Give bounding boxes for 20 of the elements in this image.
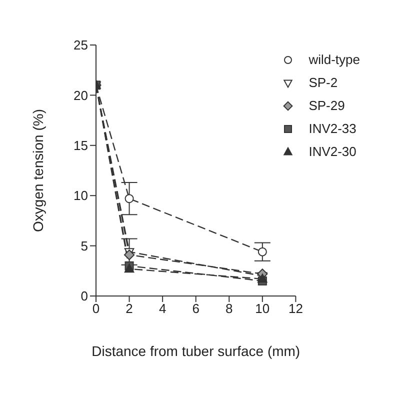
y-tick-label: 25 xyxy=(74,38,88,53)
y-tick-label: 5 xyxy=(80,238,88,254)
y-tick-label: 15 xyxy=(74,138,88,154)
x-axis-title: Distance from tuber surface (mm) xyxy=(92,343,300,359)
x-tick-label: 4 xyxy=(158,301,166,316)
y-tick-label: 10 xyxy=(74,188,88,204)
legend-label: INV2-30 xyxy=(308,144,356,159)
x-tick-label: 12 xyxy=(288,301,303,316)
legend-label: SP-2 xyxy=(308,75,338,90)
x-tick-label: 10 xyxy=(255,301,270,316)
legend-label: INV2-33 xyxy=(308,121,356,136)
x-tick-label: 2 xyxy=(126,301,133,316)
x-tick-label: 8 xyxy=(226,301,233,316)
legend-label: wild-type xyxy=(308,52,360,67)
legend-label: SP-29 xyxy=(308,98,345,113)
y-tick-label: 20 xyxy=(74,88,88,103)
y-axis-title: Oxygen tension (%) xyxy=(30,109,46,232)
y-tick-label: 0 xyxy=(80,288,88,304)
x-tick-label: 6 xyxy=(192,301,200,316)
x-tick-label: 0 xyxy=(92,301,100,316)
